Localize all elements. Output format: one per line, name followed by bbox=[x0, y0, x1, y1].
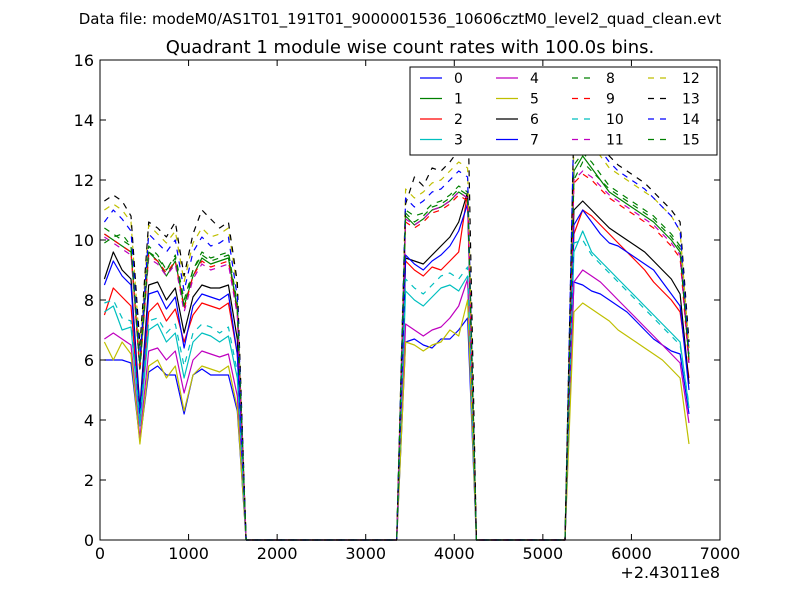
series-line-5 bbox=[103, 299, 690, 541]
series-line-8 bbox=[104, 152, 690, 541]
series-line-7 bbox=[103, 203, 690, 541]
y-tick-label: 14 bbox=[74, 111, 94, 130]
y-tick-label: 6 bbox=[84, 351, 94, 370]
y-tick-label: 16 bbox=[74, 51, 94, 70]
series-line-4 bbox=[104, 269, 690, 541]
legend-label-14: 14 bbox=[682, 112, 700, 128]
ticks-layer: 0 1000 2000 3000 4000 5000 6000 700002468101214… bbox=[74, 51, 741, 563]
x-tick-label: 7000 bbox=[700, 544, 741, 563]
series-line-15 bbox=[104, 161, 690, 541]
x-tick-label: 6000 bbox=[611, 544, 652, 563]
legend-label-7: 7 bbox=[530, 133, 539, 149]
y-tick-label: 10 bbox=[74, 231, 94, 250]
legend-label-9: 9 bbox=[606, 92, 615, 108]
x-tick-label: 5000 bbox=[522, 544, 563, 563]
series-line-10 bbox=[104, 239, 690, 541]
series-line-14 bbox=[103, 119, 690, 541]
chart-title: Quadrant 1 module wise count rates with … bbox=[166, 37, 655, 58]
y-tick-label: 12 bbox=[74, 171, 94, 190]
legend-label-1: 1 bbox=[454, 92, 463, 108]
x-tick-label: 3000 bbox=[345, 544, 386, 563]
series-line-0 bbox=[104, 281, 690, 541]
series-layer bbox=[103, 95, 690, 541]
series-line-6 bbox=[103, 191, 690, 541]
legend-label-0: 0 bbox=[454, 71, 463, 87]
y-tick-label: 4 bbox=[84, 411, 94, 430]
series-line-12 bbox=[104, 131, 690, 541]
legend-label-6: 6 bbox=[530, 112, 539, 128]
legend-label-3: 3 bbox=[454, 133, 463, 149]
x-offset-label: +2.43011e8 bbox=[620, 563, 720, 582]
legend-label-4: 4 bbox=[530, 71, 539, 87]
legend-label-12: 12 bbox=[682, 71, 700, 87]
series-line-3 bbox=[104, 230, 690, 541]
y-tick-label: 2 bbox=[84, 471, 94, 490]
series-line-2 bbox=[103, 191, 690, 541]
legend-label-13: 13 bbox=[682, 92, 700, 108]
x-tick-label: 2000 bbox=[257, 544, 298, 563]
suptitle: Data file: modeM0/AS1T01_191T01_90000015… bbox=[79, 10, 722, 29]
x-tick-label: 0 bbox=[95, 544, 105, 563]
series-line-9 bbox=[104, 173, 690, 541]
legend-label-5: 5 bbox=[530, 92, 539, 108]
y-tick-label: 0 bbox=[84, 531, 94, 550]
legend-box bbox=[409, 66, 718, 156]
x-tick-label: 4000 bbox=[434, 544, 475, 563]
series-line-13 bbox=[104, 95, 690, 541]
legend-label-8: 8 bbox=[606, 71, 615, 87]
series-line-11 bbox=[104, 170, 690, 541]
legend-label-15: 15 bbox=[682, 133, 700, 149]
x-tick-label: 1000 bbox=[168, 544, 209, 563]
legend-label-2: 2 bbox=[454, 112, 463, 128]
legend-label-11: 11 bbox=[606, 133, 624, 149]
y-tick-label: 8 bbox=[84, 291, 94, 310]
legend-label-10: 10 bbox=[606, 112, 624, 128]
